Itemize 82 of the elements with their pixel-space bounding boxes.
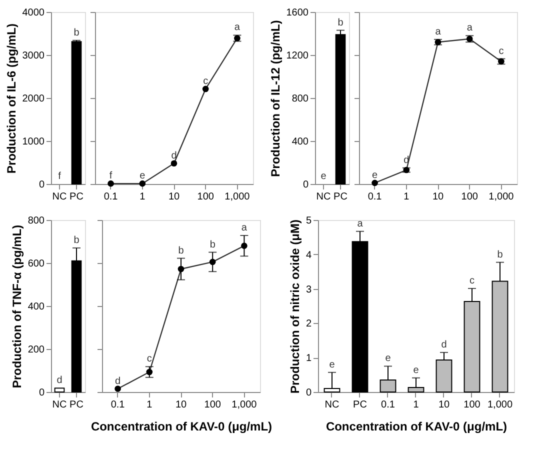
x-tick-label: 10 (432, 192, 444, 202)
y-tick-label: 2 (306, 318, 312, 330)
annotation: d (441, 339, 447, 350)
x-tick-label: NC (52, 400, 67, 410)
annotation: d (171, 150, 177, 162)
annotation: b (210, 239, 216, 250)
annotation: b (74, 27, 80, 38)
y-tick-label: 800 (28, 216, 45, 226)
x-tick-label: PC (353, 400, 367, 410)
x-tick-label: 1 (404, 192, 410, 202)
y-tick-label: 0 (38, 180, 45, 190)
y-tick-label: 3000 (22, 50, 45, 62)
x-tick-label: PC (70, 192, 84, 202)
annotation: e (372, 170, 378, 181)
x-tick-label: 100 (464, 400, 481, 410)
x-tick-label: 100 (461, 192, 478, 202)
x-tick-label: 100 (204, 400, 222, 410)
annotation: b (497, 249, 504, 260)
y-axis-title: Production of IL-12 (pg/mL) (268, 20, 282, 177)
x-tick-label: PC (70, 400, 84, 410)
annotation: f (58, 171, 62, 182)
annotation: f (109, 170, 112, 182)
x-tick-label: 0.1 (110, 400, 126, 410)
x-tick-label: 1,000 (224, 192, 250, 202)
y-tick-label: 400 (28, 302, 45, 312)
y-tick-label: 1200 (286, 50, 309, 62)
x-tick-label: NC (52, 192, 67, 202)
y-tick-label: 4000 (22, 8, 45, 18)
x-tick-label: 0.1 (381, 400, 396, 410)
annotation: a (466, 22, 473, 34)
x-tick-label: 0.1 (104, 192, 118, 202)
annotation: c (498, 46, 504, 57)
y-tick-label: 200 (28, 344, 45, 356)
y-tick-label: 1000 (22, 136, 45, 148)
annotation: e (140, 170, 146, 182)
annotation: e (385, 353, 392, 364)
x-tick-label: 1 (140, 192, 146, 202)
annotation: a (234, 22, 240, 34)
annotation: e (329, 359, 336, 370)
y-tick-label: 1600 (286, 8, 309, 18)
x-axis-title: Concentration of KAV-0 (μg/mL) (90, 420, 272, 434)
x-tick-label: PC (334, 192, 348, 202)
x-tick-label: 1 (413, 400, 420, 410)
y-tick-label: 5 (306, 216, 312, 226)
x-tick-label: 10 (438, 400, 450, 410)
y-tick-label: 3 (306, 284, 312, 296)
x-tick-label: 1,000 (487, 400, 513, 410)
annotation: b (74, 234, 80, 246)
annotation: c (203, 76, 208, 87)
x-tick-label: 1 (146, 400, 153, 410)
y-tick-label: 1 (306, 353, 312, 364)
annotation: d (56, 375, 62, 386)
x-tick-label: 10 (168, 192, 180, 202)
x-tick-label: 100 (197, 192, 214, 202)
y-tick-label: 0 (38, 388, 45, 398)
y-axis-title: Production of IL-6 (pg/mL) (4, 24, 18, 174)
y-tick-label: 400 (292, 136, 309, 148)
annotation: a (241, 222, 248, 234)
x-axis-title: Concentration of KAV-0 (μg/mL) (326, 420, 508, 434)
annotation: c (146, 354, 152, 365)
annotation: d (115, 376, 121, 387)
annotation: e (413, 364, 420, 376)
y-tick-label: 0 (302, 180, 309, 190)
y-tick-label: 600 (28, 258, 45, 270)
annotation: b (338, 17, 344, 28)
annotation: b (178, 245, 184, 256)
x-tick-label: NC (324, 400, 340, 410)
annotation: a (357, 218, 364, 230)
y-tick-label: 2000 (22, 94, 45, 104)
x-tick-label: 1,000 (488, 192, 514, 202)
x-tick-label: 0.1 (368, 192, 382, 202)
x-tick-label: NC (316, 192, 331, 202)
x-tick-label: 10 (175, 400, 187, 410)
y-tick-label: 0 (306, 388, 312, 398)
y-tick-label: 4 (306, 250, 312, 261)
y-axis-title: Production of TNF-α (pg/mL) (10, 224, 24, 388)
x-tick-label: 1,000 (232, 400, 258, 410)
y-axis-title: Production of nitric oxide (μM) (288, 219, 302, 394)
y-tick-label: 800 (292, 94, 309, 104)
annotation: c (470, 275, 474, 286)
annotation: a (435, 26, 442, 38)
annotation: e (320, 171, 327, 182)
